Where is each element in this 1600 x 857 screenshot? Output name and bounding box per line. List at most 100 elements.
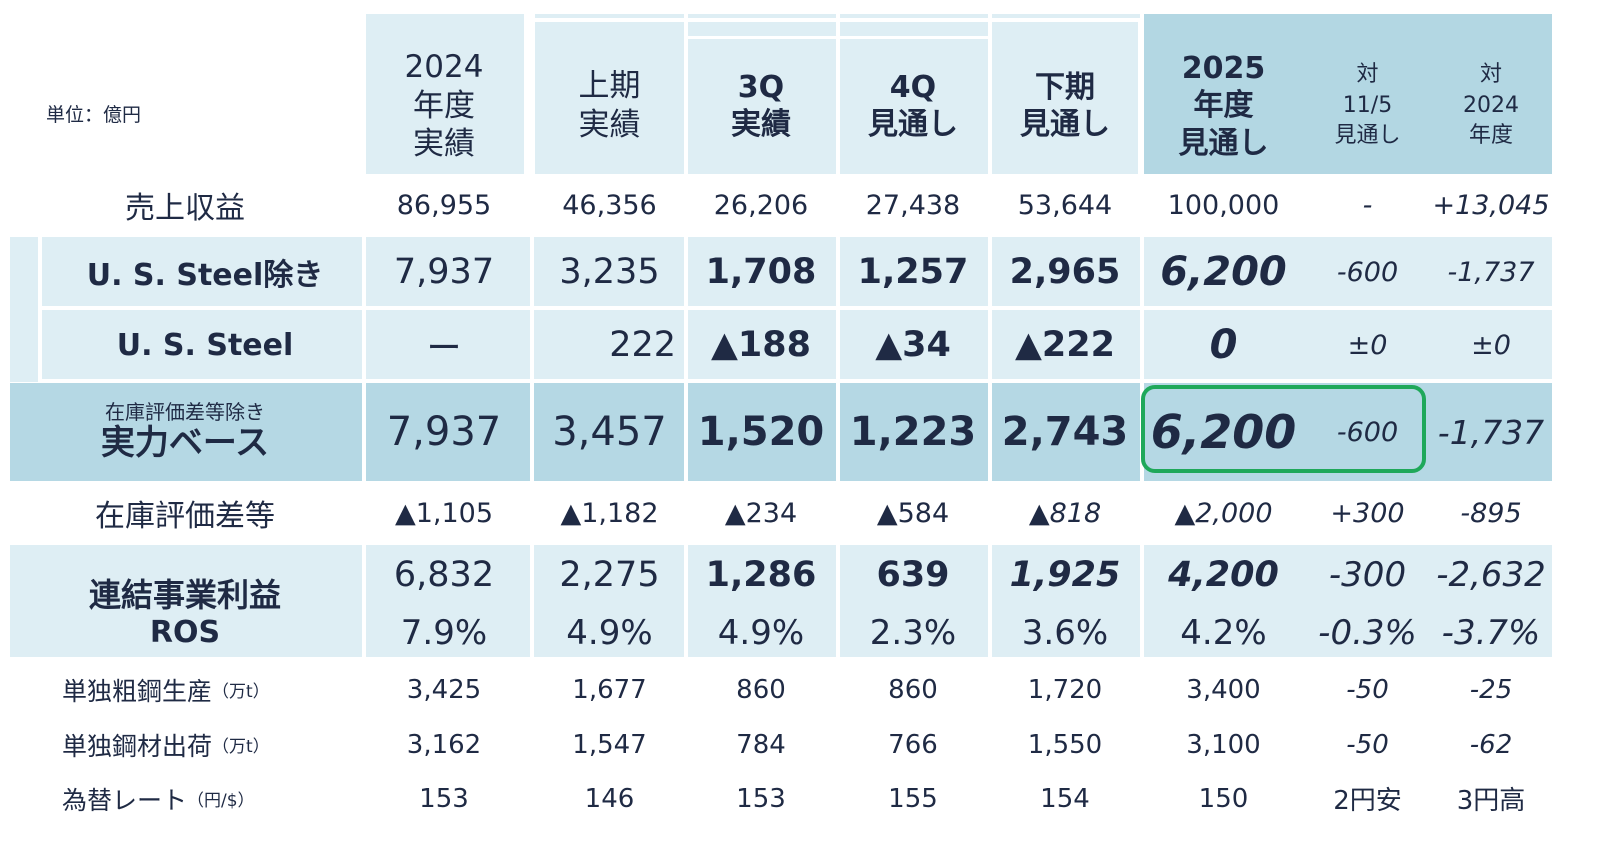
header-h1: 上期 実績 (578, 68, 641, 143)
row-sublabel-underlying: 在庫評価差等除き (105, 399, 265, 424)
cell-steel-shipments-h2: 1,550 (1027, 729, 1103, 760)
row-label-inventory: 在庫評価差等 (95, 499, 275, 534)
col-separator-bp (684, 545, 688, 657)
highlight-box (1141, 385, 1426, 473)
col-separator-bp (836, 545, 840, 657)
cell-steel-shipments-h1: 1,547 (572, 729, 647, 760)
row-label-business-profit: 連結事業利益 (88, 576, 281, 614)
cell-uss-vs115: ±0 (1347, 329, 1388, 361)
cell-inventory-q3: ▲234 (724, 497, 798, 529)
cell-ex-uss-fy2025: 6,200 (1160, 249, 1287, 295)
col-separator-header (836, 14, 840, 174)
cell-inventory-fy2024: ▲1,105 (394, 497, 494, 529)
cell-uss-h1: 222 (609, 325, 676, 365)
col-separator-body (530, 237, 534, 481)
row-divider (38, 306, 1552, 310)
col-separator-body (362, 237, 366, 481)
row-bg-business-profit (10, 545, 1552, 657)
cell-crude-steel-q3: 860 (736, 674, 786, 705)
cell-uss-h2: ▲222 (1015, 325, 1115, 365)
cell-fx-h2: 154 (1040, 783, 1090, 814)
col-separator-header (988, 14, 992, 174)
cell-business-profit-q4: 639 (876, 555, 950, 595)
cell-sales-h1: 46,356 (562, 189, 657, 221)
cell-ex-uss-h1: 3,235 (559, 252, 660, 292)
cell-fx-vs115: 2円安 (1333, 786, 1402, 816)
row-divider (10, 481, 1552, 485)
cell-sales-h2: 53,644 (1017, 189, 1113, 221)
header-vs115: 対 11/5 見通し (1334, 61, 1401, 149)
row-label-crude-steel: 単独粗鋼生産 （万t） (10, 662, 360, 717)
cell-fx-h1: 146 (584, 783, 635, 814)
row-label-text: 単独鋼材出荷 (62, 731, 213, 761)
cell-crude-steel-h1: 1,677 (572, 674, 647, 705)
col-separator-body (988, 237, 992, 481)
row-label-ros: ROS (149, 615, 221, 650)
cell-inventory-fy2025: ▲2,000 (1174, 497, 1273, 529)
row-unit: （万t） (212, 682, 270, 702)
cell-ros-h2: 3.6% (1021, 612, 1109, 653)
cell-crude-steel-fy2024: 3,425 (406, 674, 482, 705)
cell-uss-fy2025: 0 (1209, 322, 1238, 368)
col-separator-header (362, 14, 366, 174)
row-bg-ex-uss (10, 237, 1552, 307)
cell-inventory-h2: ▲818 (1028, 497, 1102, 529)
group-bracket-line (38, 237, 42, 382)
cell-uss-q3: ▲188 (711, 325, 811, 365)
row-divider (38, 379, 1552, 383)
cell-sales-q3: 26,206 (713, 189, 809, 221)
cell-business-profit-q3: 1,286 (705, 555, 817, 595)
cell-crude-steel-fy2025: 3,400 (1186, 674, 1261, 705)
col-separator-header (530, 14, 534, 174)
header-fy2025: 2025 年度 見通し (1178, 50, 1269, 161)
col-separator-header (1140, 14, 1144, 174)
cell-crude-steel-q4: 860 (888, 674, 938, 705)
cell-fx-fy2025: 150 (1198, 783, 1249, 814)
row-label-uss: U. S. Steel (116, 327, 294, 363)
cell-inventory-vs2024: -895 (1460, 497, 1522, 529)
header-bg-fy2025 (1142, 14, 1552, 174)
cell-inventory-h1: ▲1,182 (560, 497, 659, 529)
cell-sales-fy2024: 86,955 (396, 189, 492, 221)
col-separator-body (1140, 237, 1144, 481)
header-vs2024: 対 2024 年度 (1463, 61, 1519, 149)
cell-underlying-h1: 3,457 (552, 409, 667, 455)
cell-crude-steel-h2: 1,720 (1027, 674, 1103, 705)
cell-underlying-h2: 2,743 (1001, 409, 1129, 455)
row-label-text: 実力ベース (100, 422, 270, 463)
cell-ros-fy2024: 7.9% (400, 612, 488, 653)
col-separator-bp (530, 545, 534, 657)
cell-ros-vs2024: -3.7% (1441, 612, 1541, 653)
cell-underlying-vs2024: -1,737 (1437, 412, 1545, 452)
cell-ros-vs115: -0.3% (1318, 612, 1417, 653)
cell-ex-uss-fy2024: 7,937 (393, 252, 495, 292)
row-label-text: 単独粗鋼生産 (62, 676, 213, 706)
cell-steel-shipments-fy2024: 3,162 (406, 729, 482, 760)
row-bg-underlying (10, 383, 1552, 481)
cell-uss-vs2024: ±0 (1471, 329, 1511, 361)
cell-steel-shipments-q4: 766 (888, 729, 938, 760)
cell-steel-shipments-q3: 784 (736, 729, 786, 760)
cell-ex-uss-vs2024: -1,737 (1447, 256, 1535, 288)
cell-crude-steel-vs115: -50 (1346, 674, 1389, 705)
header-bg-fy2024 (364, 14, 524, 174)
cell-ex-uss-q4: 1,257 (857, 252, 969, 292)
cell-uss-q4: ▲34 (875, 325, 951, 365)
row-label-sales: 売上収益 (125, 191, 245, 226)
row-label-underlying: 在庫評価差等除き 実力ベース (10, 383, 360, 481)
cell-steel-shipments-fy2025: 3,100 (1186, 729, 1261, 760)
cell-fx-vs2024: 3円高 (1456, 786, 1526, 816)
row-label-text: 為替レート (62, 785, 188, 815)
cell-ex-uss-q3: 1,708 (705, 252, 817, 292)
cell-underlying-q3: 1,520 (697, 409, 825, 455)
cell-business-profit-vs115: -300 (1328, 555, 1407, 595)
col-separator-body (684, 237, 688, 481)
row-bg-uss (10, 310, 1552, 380)
row-label-steel-shipments: 単独鋼材出荷 （万t） (10, 717, 360, 772)
col-separator-header (684, 14, 688, 174)
cell-ros-fy2025: 4.2% (1180, 612, 1267, 653)
col-separator-bp (1140, 545, 1144, 657)
cell-steel-shipments-vs115: -50 (1346, 729, 1389, 760)
cell-business-profit-h2: 1,925 (1009, 555, 1121, 595)
header-q3: 3Q 実績 (731, 69, 791, 143)
